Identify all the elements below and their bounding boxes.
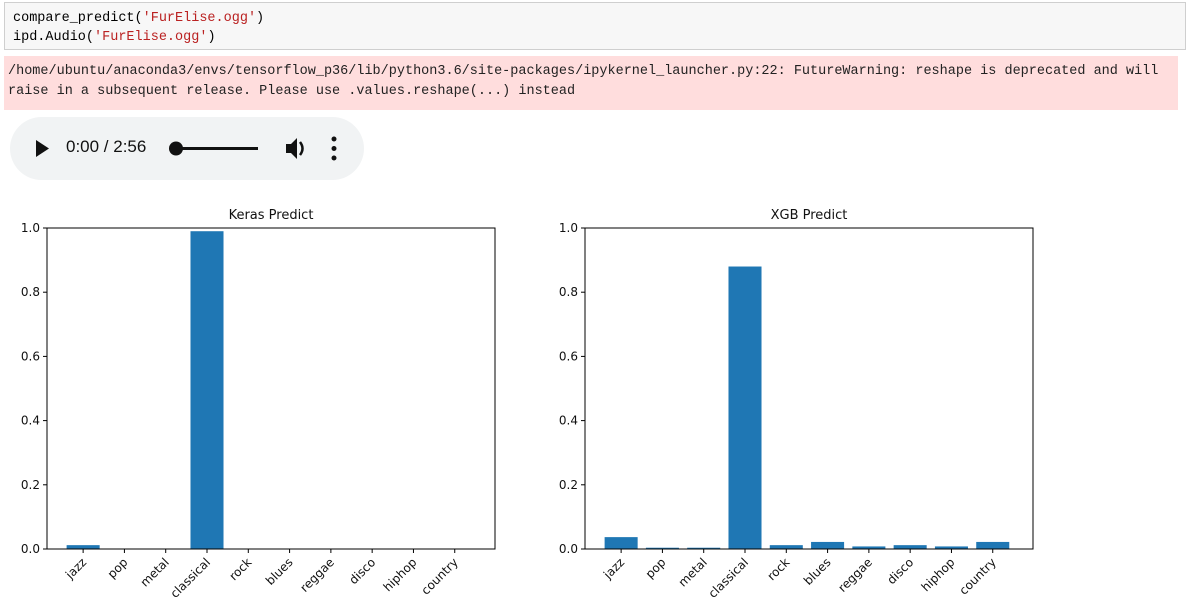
code-line: ipd.Audio('FurElise.ogg') <box>13 28 1177 47</box>
seek-thumb[interactable] <box>169 141 183 156</box>
x-tick-label: classical <box>168 555 214 601</box>
x-tick-label: classical <box>706 555 752 601</box>
bar <box>728 266 762 549</box>
bar <box>645 547 679 549</box>
audio-player: 0:00 / 2:56 <box>10 117 364 180</box>
code-token: ) <box>207 30 216 45</box>
x-tick-label: pop <box>643 555 669 581</box>
y-tick-label: 1.0 <box>559 221 578 235</box>
x-tick-label: rock <box>764 555 792 583</box>
chart-title: Keras Predict <box>229 208 314 223</box>
y-tick-label: 0.0 <box>559 542 578 556</box>
y-tick-label: 0.8 <box>559 285 578 299</box>
bar <box>811 541 845 549</box>
plot-frame <box>584 227 1034 550</box>
x-tick-label: hiphop <box>919 555 958 594</box>
y-tick-label: 0.2 <box>559 478 578 492</box>
y-tick-label: 0.4 <box>21 414 40 428</box>
y-tick-label: 0.4 <box>559 414 578 428</box>
bar <box>976 541 1010 549</box>
bar <box>852 546 886 549</box>
code-cell[interactable]: compare_predict('FurElise.ogg') ipd.Audio… <box>4 2 1186 50</box>
x-tick-label: metal <box>676 555 710 589</box>
bar <box>769 545 803 549</box>
x-tick-label: blues <box>263 555 296 588</box>
x-tick-label: rock <box>226 555 254 583</box>
x-tick-label: jazz <box>62 555 89 582</box>
y-tick-label: 0.6 <box>21 349 40 363</box>
plot-frame <box>46 227 496 550</box>
volume-button[interactable] <box>286 138 304 159</box>
play-button[interactable] <box>36 140 49 157</box>
x-tick-label: jazz <box>600 555 627 582</box>
x-tick-label: pop <box>105 555 131 581</box>
x-tick-label: reggae <box>835 555 875 595</box>
audio-controls <box>36 136 337 161</box>
code-string: 'FurElise.ogg' <box>142 11 257 26</box>
audio-time: 0:00 / 2:56 <box>66 137 147 156</box>
warning-output: /home/ubuntu/anaconda3/envs/tensorflow_p… <box>4 56 1178 110</box>
x-tick-label: country <box>957 555 999 597</box>
code-line: compare_predict('FurElise.ogg') <box>13 9 1177 28</box>
code-string: 'FurElise.ogg' <box>94 30 208 45</box>
chart-title: XGB Predict <box>771 208 848 223</box>
code-token: compare_predict( <box>13 11 143 26</box>
bar <box>687 547 721 549</box>
x-tick-label: disco <box>346 555 378 587</box>
x-tick-label: metal <box>138 555 172 589</box>
y-tick-label: 0.6 <box>559 349 578 363</box>
x-tick-label: blues <box>801 555 834 588</box>
code-token: ) <box>256 11 265 26</box>
x-tick-label: disco <box>884 555 916 587</box>
x-tick-label: country <box>419 555 461 597</box>
code-token: ipd.Audio( <box>13 30 95 45</box>
y-tick-label: 1.0 <box>21 221 40 235</box>
bar <box>190 231 224 549</box>
x-tick-label: hiphop <box>381 555 420 594</box>
bar <box>604 537 638 549</box>
x-tick-label: reggae <box>297 555 337 595</box>
bar <box>893 545 927 549</box>
bar <box>66 545 100 549</box>
y-tick-label: 0.8 <box>21 285 40 299</box>
more-button[interactable] <box>331 136 337 161</box>
y-tick-label: 0.2 <box>21 478 40 492</box>
bar <box>934 546 968 549</box>
y-tick-label: 0.0 <box>21 542 40 556</box>
